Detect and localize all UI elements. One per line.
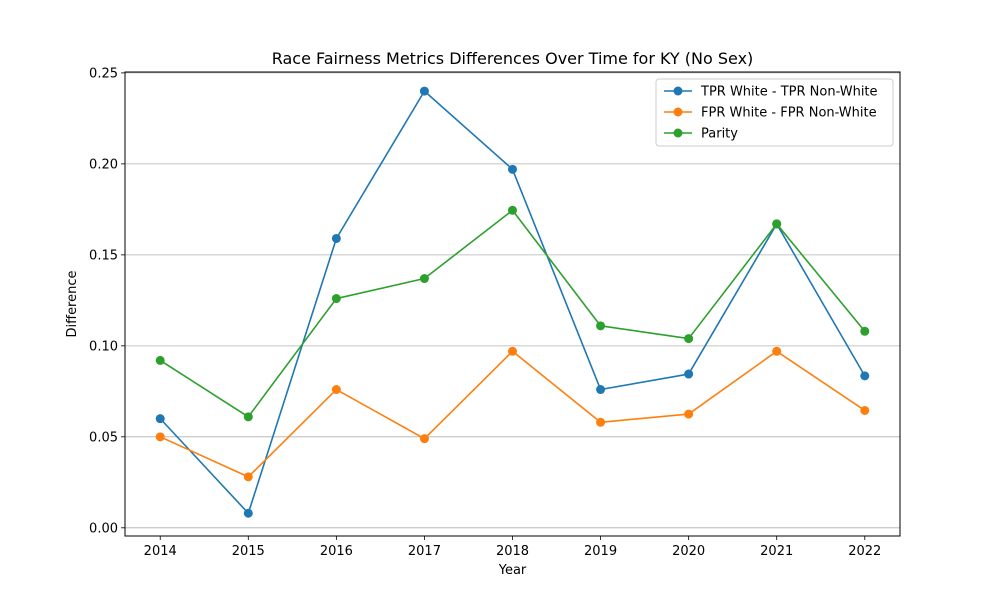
data-point — [155, 355, 165, 365]
y-tick-label: 0.25 — [89, 66, 118, 81]
y-tick-label: 0.15 — [89, 248, 118, 263]
data-point — [243, 412, 253, 422]
data-point — [419, 434, 429, 444]
data-point — [331, 294, 341, 304]
data-point — [155, 414, 165, 424]
data-point — [684, 369, 694, 379]
data-point — [243, 472, 253, 482]
data-point — [684, 409, 694, 419]
data-point — [508, 205, 517, 215]
y-tick-label: 0.05 — [89, 430, 118, 445]
data-point — [860, 371, 870, 381]
x-tick-label: 2015 — [232, 544, 265, 559]
data-point — [596, 417, 606, 427]
legend-label: Parity — [701, 127, 738, 142]
x-tick-label: 2022 — [848, 544, 881, 559]
series-3 — [155, 205, 870, 422]
data-point — [596, 385, 606, 395]
y-tick-label: 0.10 — [89, 339, 118, 354]
y-tick-label: 0.00 — [89, 521, 118, 536]
series-line — [159, 90, 866, 515]
legend-item: FPR White - FPR Non-White — [664, 106, 877, 121]
y-tick-label: 0.20 — [89, 157, 118, 172]
data-point — [419, 274, 429, 284]
x-axis: 2014 2015 2016 2017 2018 2019 2020 2021 2022 — [144, 536, 881, 559]
x-tick-label: 2018 — [496, 544, 529, 559]
data-point — [331, 385, 341, 395]
data-point — [508, 164, 517, 174]
chart-title: Race Fairness Metrics Differences Over T… — [272, 49, 754, 68]
legend: TPR White - TPR Non-White FPR White - FPR… — [655, 78, 894, 147]
legend-marker — [673, 107, 683, 117]
legend-marker — [673, 86, 683, 96]
data-point — [860, 326, 870, 336]
x-tick-label: 2021 — [760, 544, 793, 559]
legend-item: Parity — [664, 127, 738, 142]
series-1 — [155, 86, 870, 518]
series-line — [159, 209, 866, 418]
legend-item: TPR White - TPR Non-White — [664, 85, 878, 100]
legend-frame — [655, 78, 894, 147]
x-tick-label: 2016 — [320, 544, 353, 559]
data-point — [331, 233, 341, 243]
data-point — [419, 86, 429, 96]
data-point — [596, 321, 606, 331]
data-point — [772, 219, 782, 229]
legend-marker — [673, 128, 683, 138]
y-axis-title: Difference — [65, 270, 80, 337]
x-axis-title: Year — [498, 563, 527, 578]
x-tick-label: 2020 — [672, 544, 705, 559]
data-point — [243, 508, 253, 518]
series-lines — [155, 86, 870, 518]
data-point — [772, 346, 782, 356]
data-point — [155, 432, 165, 442]
x-tick-label: 2014 — [144, 544, 177, 559]
x-tick-label: 2017 — [408, 544, 441, 559]
data-point — [860, 405, 870, 415]
legend-label: TPR White - TPR Non-White — [700, 85, 878, 100]
gridlines — [125, 72, 900, 529]
data-point — [684, 334, 694, 344]
legend-label: FPR White - FPR Non-White — [701, 106, 877, 121]
data-point — [508, 346, 517, 356]
y-axis: 0.00 0.05 0.10 0.15 0.20 0.25 — [89, 66, 125, 536]
x-tick-label: 2019 — [584, 544, 617, 559]
series-2 — [155, 346, 870, 482]
